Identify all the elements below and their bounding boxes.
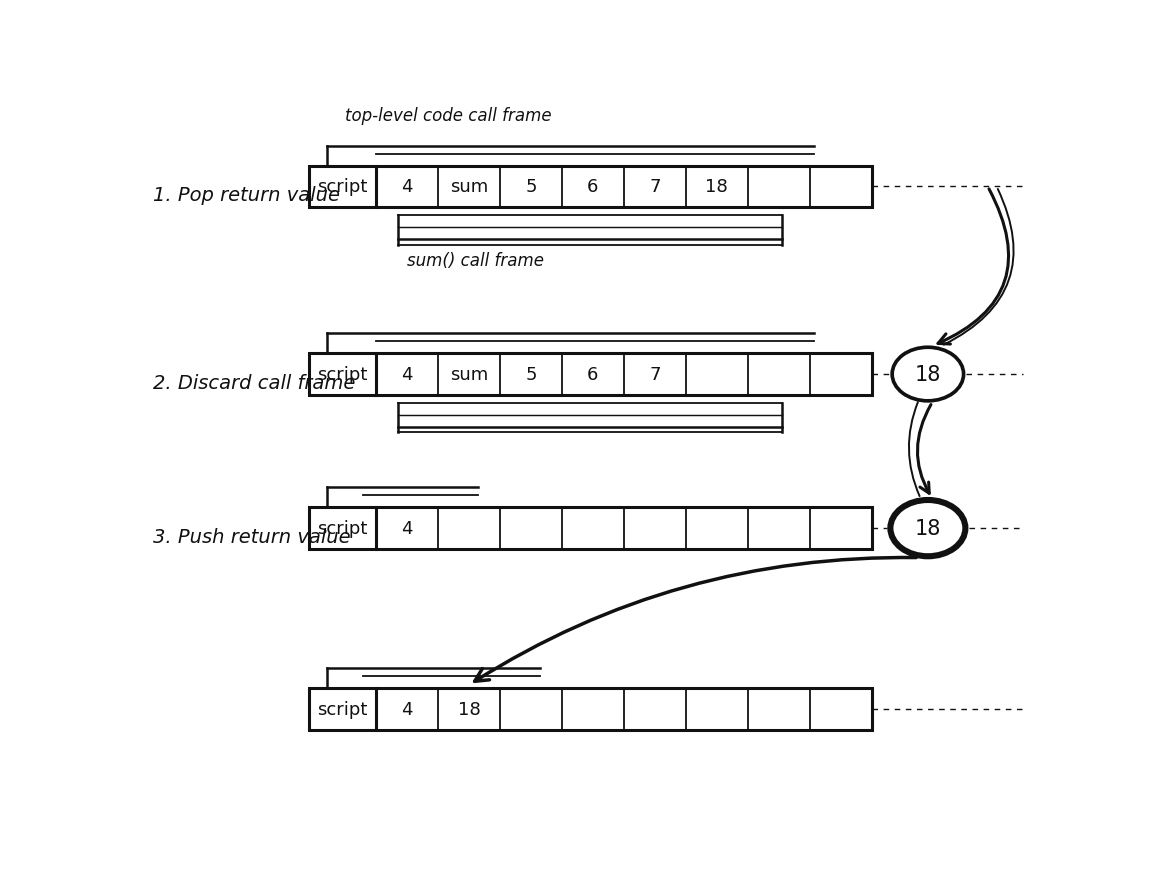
FancyArrowPatch shape	[943, 189, 1014, 345]
Bar	[309, 688, 872, 730]
Text: script: script	[318, 700, 367, 718]
Text: sum: sum	[450, 178, 488, 196]
Bar	[309, 167, 872, 208]
Text: 5: 5	[525, 178, 537, 196]
Text: 5: 5	[525, 366, 537, 383]
Text: 6: 6	[588, 178, 599, 196]
Text: 3. Push return value: 3. Push return value	[153, 527, 350, 547]
Text: 18: 18	[915, 365, 941, 385]
Text: 2. Discard call frame: 2. Discard call frame	[153, 374, 355, 393]
Text: 4: 4	[401, 520, 412, 538]
FancyArrowPatch shape	[909, 402, 919, 496]
Bar	[309, 354, 872, 395]
Text: sum: sum	[450, 366, 488, 383]
Text: 4: 4	[401, 700, 412, 718]
FancyArrowPatch shape	[938, 189, 1009, 345]
Text: script: script	[318, 178, 367, 196]
Text: script: script	[318, 366, 367, 383]
Text: 18: 18	[915, 519, 941, 539]
FancyArrowPatch shape	[475, 558, 916, 681]
Text: 7: 7	[649, 366, 660, 383]
Text: 18: 18	[457, 700, 480, 718]
Text: script: script	[318, 520, 367, 538]
Circle shape	[890, 501, 965, 557]
Text: 4: 4	[401, 366, 412, 383]
Text: 4: 4	[401, 178, 412, 196]
Circle shape	[892, 348, 963, 401]
Text: sum() call frame: sum() call frame	[408, 251, 545, 269]
Text: 18: 18	[705, 178, 728, 196]
Text: 6: 6	[588, 366, 599, 383]
Bar	[309, 507, 872, 549]
Text: 1. Pop return value: 1. Pop return value	[153, 186, 340, 205]
Text: 7: 7	[649, 178, 660, 196]
Text: top-level code call frame: top-level code call frame	[344, 107, 552, 125]
FancyArrowPatch shape	[917, 405, 931, 494]
